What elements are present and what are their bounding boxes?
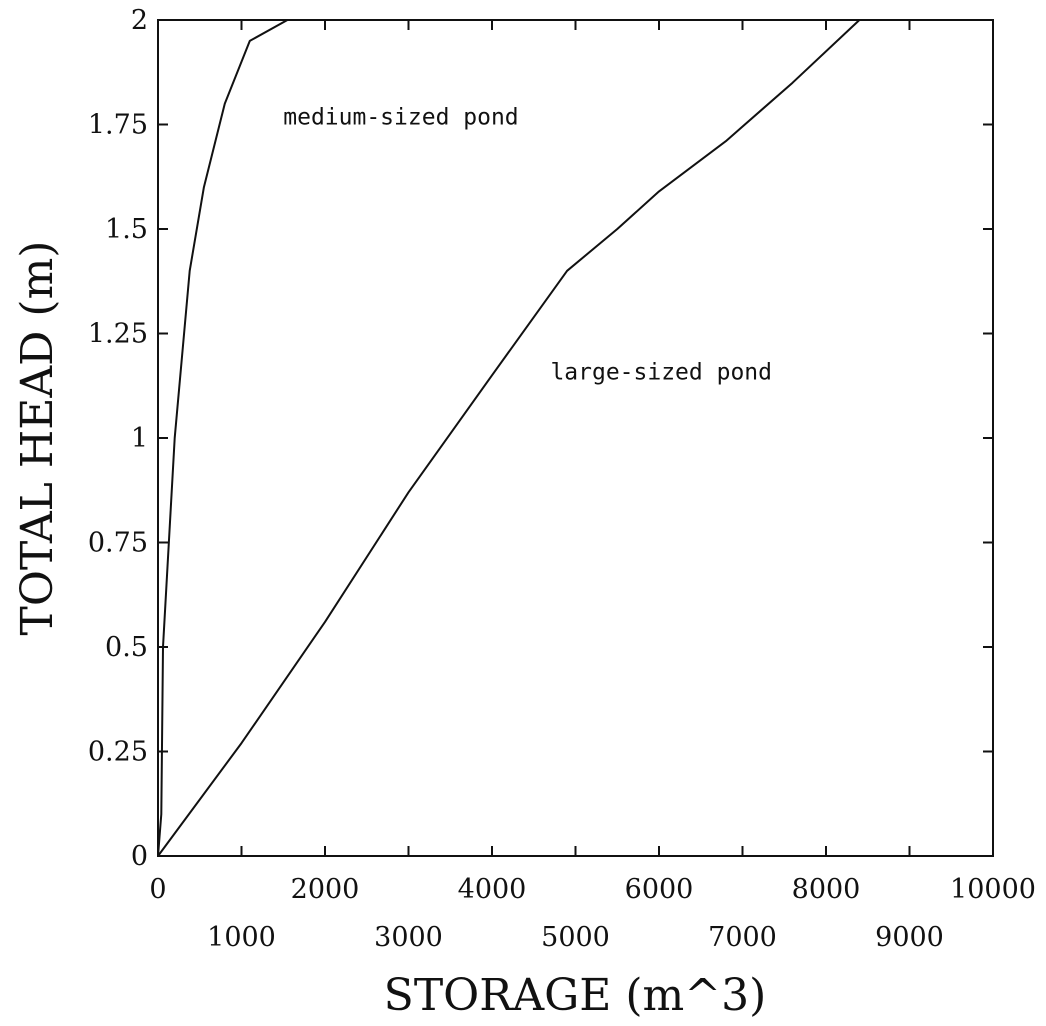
annotation-medium-pond: medium-sized pond [283, 105, 518, 131]
x-tick-label: 2000 [291, 874, 360, 905]
y-tick-label: 0.75 [88, 528, 148, 559]
y-tick-label: 1 [131, 423, 148, 454]
y-tick-label: 2 [131, 5, 148, 36]
x-axis-title: STORAGE (m^3) [384, 970, 767, 1021]
x-tick-label: 9000 [875, 922, 944, 953]
x-tick-label: 0 [149, 874, 166, 905]
x-tick-label: 6000 [625, 874, 694, 905]
series-line-medium-pond [157, 19, 288, 857]
plot-frame [157, 19, 994, 857]
x-tick-label: 3000 [374, 922, 443, 953]
x-tick-label: 4000 [458, 874, 527, 905]
y-axis-ticks: 0 0.25 0.5 0.75 1 1.25 1.5 1.75 2 [88, 5, 993, 872]
annotation-large-pond: large-sized pond [550, 359, 772, 385]
y-tick-label: 1.75 [88, 110, 148, 141]
y-tick-label: 1.25 [88, 319, 148, 350]
y-tick-label: 0.5 [105, 632, 148, 663]
y-axis-title: TOTAL HEAD (m) [12, 241, 63, 636]
x-tick-label: 5000 [541, 922, 610, 953]
x-axis-ticks: 0 2000 4000 6000 8000 10000 1000 3000 5000 7000 90… [149, 20, 1036, 953]
y-tick-label: 1.5 [105, 214, 148, 245]
x-tick-label: 1000 [207, 922, 276, 953]
y-tick-label: 0 [131, 841, 148, 872]
series-line-large-pond [157, 19, 861, 857]
x-tick-label: 8000 [792, 874, 861, 905]
series-group [157, 19, 861, 857]
annotation-group: medium-sized pond large-sized pond [283, 105, 772, 386]
x-tick-label: 10000 [950, 874, 1036, 905]
x-tick-label: 7000 [708, 922, 777, 953]
y-tick-label: 0.25 [88, 737, 148, 768]
